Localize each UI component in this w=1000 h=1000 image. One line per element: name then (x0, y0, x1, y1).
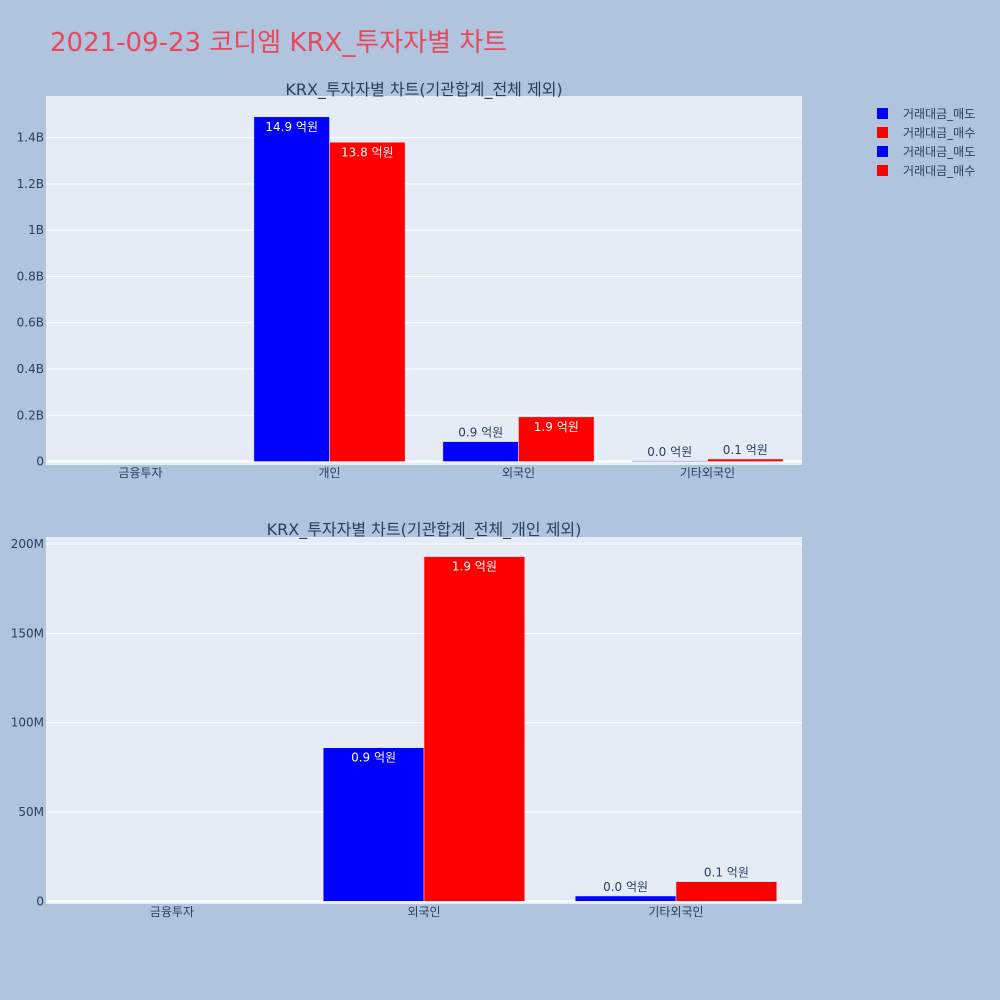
bar-data-label: 1.9 억원 (534, 420, 579, 434)
bar-data-label: 14.9 억원 (265, 120, 318, 134)
chart-panel-1: 0 0.2B 0.4B 0.6B 0.8B 1B 1.2B 1.4B KRX_투자자별 차트(기… (17, 80, 802, 480)
bar (329, 142, 406, 462)
legend-swatch[interactable] (877, 165, 888, 176)
bar (322, 747, 425, 902)
legend-item-label[interactable]: 거래대금_매도 (903, 107, 975, 121)
x-tick-label: 외국인 (502, 466, 535, 480)
legend-swatch[interactable] (877, 146, 888, 157)
page-title: 2021-09-23 코디엠 KRX_투자자별 차트 (50, 28, 508, 58)
x-tick-label: 기타외국인 (648, 905, 703, 919)
x-tick-label: 개인 (318, 466, 340, 480)
y-tick-label: 100M (11, 716, 44, 730)
legend-item-label[interactable]: 거래대금_매수 (903, 164, 975, 178)
y-tick-label: 0.8B (17, 269, 44, 283)
x-tick-label: 금융투자 (118, 466, 162, 480)
y-tick-label: 0 (36, 894, 44, 908)
bar-data-label: 0.0 억원 (603, 880, 648, 894)
x-tick-label: 외국인 (407, 905, 440, 919)
y-tick-label: 0.2B (17, 408, 44, 422)
chart-panel-2: 0 50M 100M 150M 200M KRX_투자자별 차트(기관합계_전체_개인 제… (11, 520, 802, 919)
plot-area (46, 96, 802, 465)
chart-subtitle: KRX_투자자별 차트(기관합계_전체_개인 제외) (267, 520, 582, 540)
x-tick-label: 금융투자 (150, 905, 194, 919)
bar (518, 416, 595, 462)
bar (442, 441, 519, 462)
bar-data-label: 0.1 억원 (723, 443, 768, 457)
bar-data-label: 13.8 억원 (341, 145, 394, 159)
bar (423, 556, 526, 902)
y-tick-label: 1.4B (17, 131, 44, 145)
bar-data-label: 0.0 억원 (647, 445, 692, 459)
bar-data-label: 1.9 억원 (452, 560, 497, 574)
legend-item-label[interactable]: 거래대금_매수 (903, 126, 975, 140)
x-tick-label: 기타외국인 (680, 466, 735, 480)
y-tick-label: 1.2B (17, 177, 44, 191)
bar (631, 460, 708, 462)
y-tick-label: 150M (11, 626, 44, 640)
bar (574, 895, 677, 902)
legend-swatch[interactable] (877, 127, 888, 138)
chart-subtitle: KRX_투자자별 차트(기관합계_전체 제외) (285, 80, 562, 100)
legend-item-label[interactable]: 거래대금_매도 (903, 145, 975, 159)
bar (707, 458, 784, 462)
legend-swatch[interactable] (877, 108, 888, 119)
bar (253, 116, 330, 462)
y-tick-label: 0.4B (17, 362, 44, 376)
bar-data-label: 0.1 억원 (704, 866, 749, 880)
y-tick-label: 1B (28, 223, 44, 237)
bar-data-label: 0.9 억원 (458, 426, 503, 440)
y-tick-label: 0.6B (17, 316, 44, 330)
y-tick-label: 0 (36, 455, 44, 469)
y-tick-label: 50M (18, 805, 44, 819)
bar (675, 881, 778, 902)
y-tick-label: 200M (11, 537, 44, 551)
bar-data-label: 0.9 억원 (351, 751, 396, 765)
